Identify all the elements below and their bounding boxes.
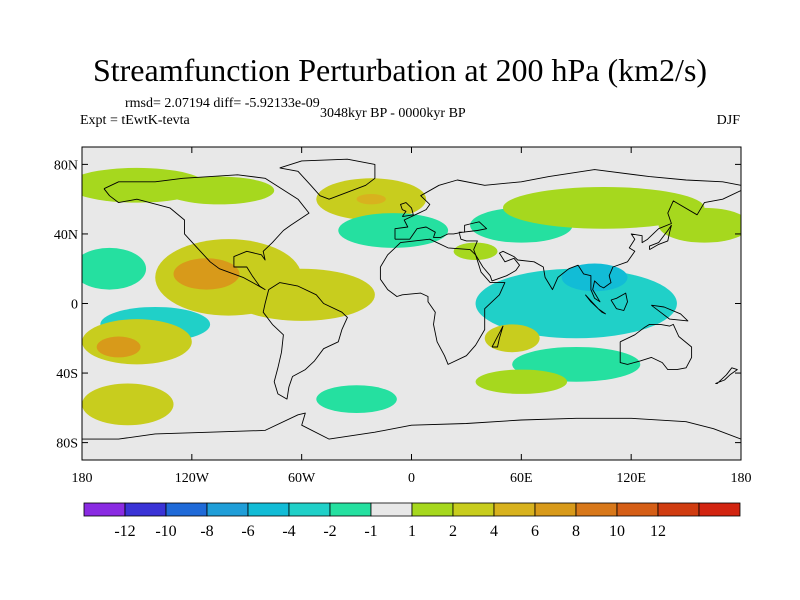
lat-tick-label-1: 40N [54, 228, 78, 243]
lat-tick-label-2: 0 [71, 298, 78, 313]
eurasia-coast [394, 169, 741, 303]
colorbar-label-12: 10 [609, 523, 625, 540]
lon-tick-label-1: 120W [175, 471, 210, 486]
field-anomaly-17 [96, 336, 141, 358]
field-anomaly-7 [658, 207, 741, 243]
field-anomaly-19 [316, 385, 397, 414]
lon-tick-label-0: 180 [72, 471, 93, 486]
colorbar-label-9: 4 [490, 523, 498, 540]
field-anomaly-18 [82, 383, 174, 426]
field-anomaly-1 [164, 176, 275, 205]
colorbar-swatch-13 [616, 502, 659, 517]
colorbar-swatch-0 [83, 502, 126, 517]
colorbar-swatch-2 [165, 502, 208, 517]
field-anomaly-6 [503, 186, 705, 229]
colorbar-swatch-11 [534, 502, 577, 517]
lon-tick-label-2: 60W [288, 471, 316, 486]
lon-tick-label-6: 180 [731, 471, 752, 486]
colorbar-label-11: 8 [572, 523, 580, 540]
colorbar-swatch-1 [124, 502, 167, 517]
africa-coast [379, 238, 506, 365]
colorbar-swatch-4 [247, 502, 290, 517]
new-zealand-coast [715, 367, 738, 384]
new-guinea-coast [651, 304, 689, 322]
lon-tick-label-5: 120E [616, 471, 646, 486]
colorbar-swatch-7 [370, 502, 413, 517]
stats-label: rmsd= 2.07194 diff= -5.92133e-09 [125, 96, 320, 111]
colorbar-swatch-14 [657, 502, 700, 517]
plot-title: Streamfunction Perturbation at 200 hPa (… [92, 52, 708, 88]
coastlines [82, 158, 741, 440]
field-anomaly-14 [453, 242, 498, 261]
colorbar-label-2: -8 [200, 523, 213, 540]
period-label: 3048kyr BP - 0000kyr BP [320, 106, 466, 121]
colorbar-label-3: -6 [241, 523, 254, 540]
colorbar-swatch-3 [206, 502, 249, 517]
north-america-coast [103, 174, 310, 291]
field-anomaly-10 [228, 268, 375, 321]
colorbar-swatch-10 [493, 502, 536, 517]
colorbar-swatch-6 [329, 502, 372, 517]
colorbar-label-8: 2 [449, 523, 457, 540]
sumatra-coast [585, 294, 606, 315]
lat-tick-label-0: 80N [54, 158, 78, 173]
australia-coast [619, 323, 693, 371]
lon-tick-label-4: 60E [510, 471, 533, 486]
season-label: DJF [716, 113, 740, 128]
field-anomaly-4 [338, 213, 449, 248]
uk-coast [400, 202, 414, 218]
colorbar-swatch-5 [288, 502, 331, 517]
madagascar-coast [491, 325, 504, 348]
colorbar-swatch-9 [452, 502, 495, 517]
greenland-coast [279, 158, 376, 200]
lat-tick-label-3: 40S [56, 367, 78, 382]
lon-tick-label-3: 0 [408, 471, 415, 486]
colorbar-label-10: 6 [531, 523, 539, 540]
field-anomaly-22 [475, 369, 568, 394]
colorbar-label-7: 1 [408, 523, 416, 540]
colorbar-label-13: 12 [650, 523, 666, 540]
field-anomaly-12 [475, 268, 677, 339]
colorbar: -12 -10 -8 -6 -4 -2 -1 1 2 4 6 8 10 12 [83, 502, 741, 540]
japan-coast [649, 224, 672, 250]
colorbar-swatch-8 [411, 502, 454, 517]
south-america-coast [262, 282, 348, 400]
field-anomaly-3 [356, 193, 386, 205]
antarctica-coast [82, 412, 741, 440]
colorbar-label-0: -12 [114, 523, 135, 540]
field-anomaly-20 [484, 324, 540, 353]
colorbar-label-5: -2 [323, 523, 336, 540]
experiment-label: Expt = tEwtK-tevta [80, 113, 190, 128]
axis-ticks: 80N 40N 0 40S 80S 180 120W 60W 0 60E 120E 180 [54, 147, 752, 486]
colorbar-swatch-15 [698, 502, 741, 517]
colorbar-label-1: -10 [155, 523, 176, 540]
colorbar-label-4: -4 [282, 523, 295, 540]
field-anomaly-11 [82, 247, 147, 290]
colorbar-swatch-12 [575, 502, 618, 517]
borneo-coast [610, 292, 628, 311]
lat-tick-label-4: 80S [56, 437, 78, 452]
field-anomaly-9 [173, 258, 240, 290]
streamfunction-field [82, 147, 741, 460]
colorbar-label-6: -1 [364, 523, 377, 540]
